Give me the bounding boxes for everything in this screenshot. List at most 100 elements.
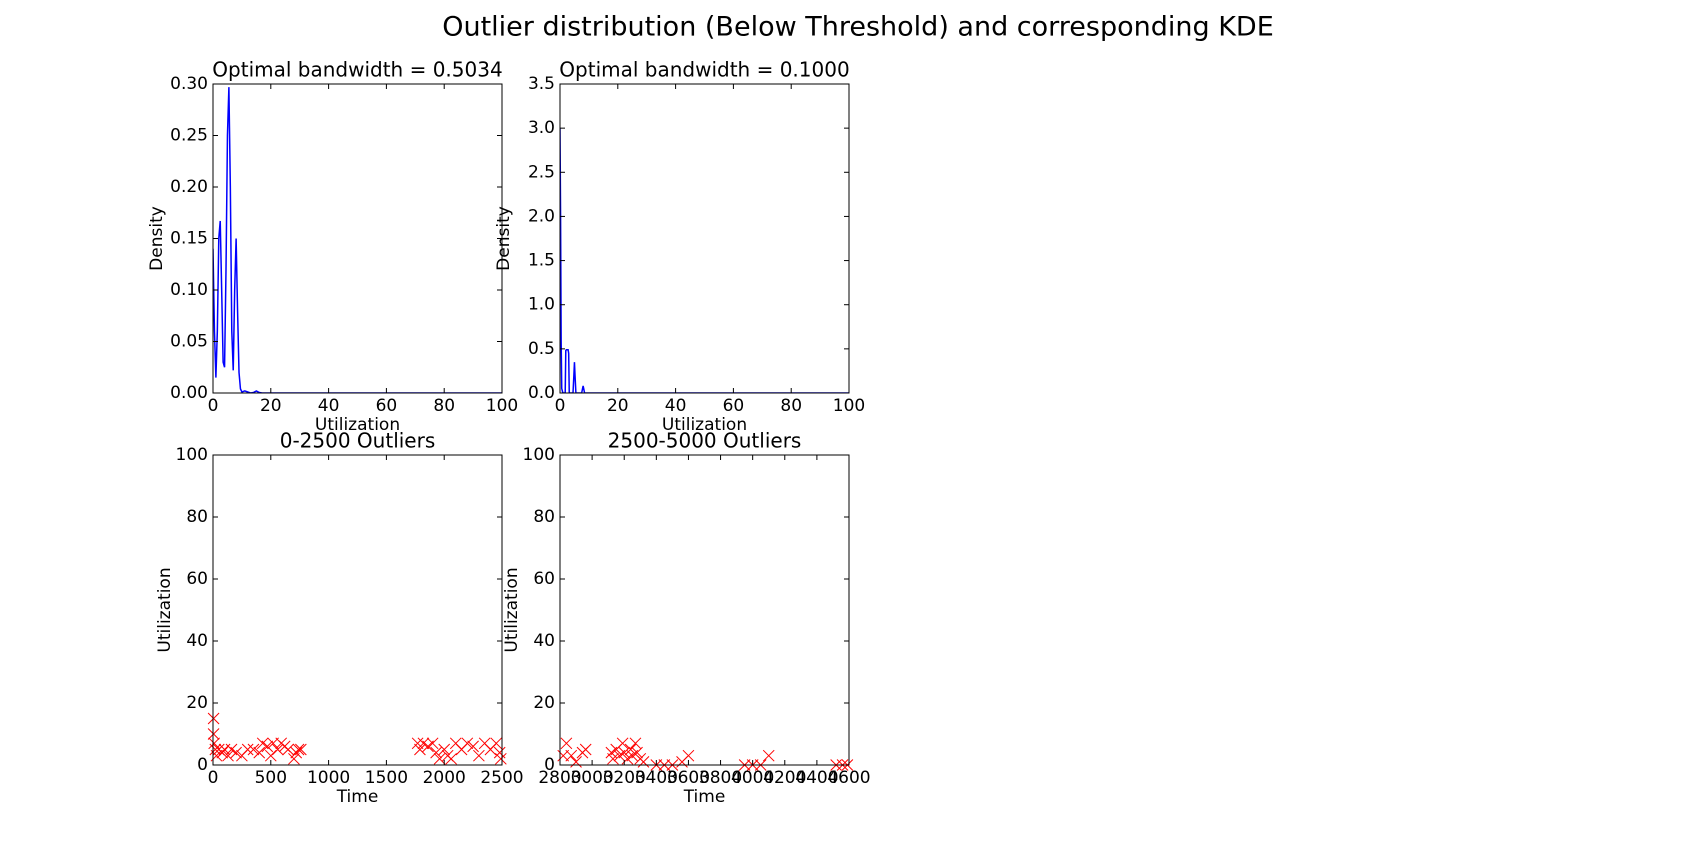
- y-tick-label: 0: [544, 755, 555, 775]
- outlier-marker: [411, 737, 424, 750]
- y-tick-label: 1.0: [528, 295, 555, 315]
- y-tick-label: 0.25: [170, 126, 208, 146]
- x-tick-label: 100: [486, 396, 518, 416]
- y-tick-label: 20: [186, 693, 208, 713]
- outlier-marker: [247, 743, 260, 756]
- x-tick-label: 2000: [423, 768, 466, 788]
- outlier-marker: [461, 737, 474, 750]
- x-tick-label: 1000: [307, 768, 350, 788]
- x-tick-label: 3800: [699, 768, 742, 788]
- x-tick-label: 4200: [763, 768, 806, 788]
- outlier-marker: [253, 746, 266, 759]
- outlier-marker: [637, 756, 650, 768]
- y-tick-label: 60: [186, 569, 208, 589]
- outlier-marker: [433, 752, 446, 765]
- x-axis-label: Utilization: [315, 415, 400, 435]
- figure-title: Outlier distribution (Below Threshold) a…: [442, 12, 1274, 43]
- y-tick-label: 0.0: [528, 383, 555, 403]
- y-axis-label: Utilization: [502, 567, 522, 652]
- subplot-title: Optimal bandwidth = 0.1000: [559, 58, 849, 82]
- outlier-marker: [565, 749, 578, 762]
- y-axis-label: Density: [147, 206, 167, 271]
- outlier-marker: [570, 756, 582, 768]
- x-tick-label: 0: [208, 768, 219, 788]
- x-tick-label: 3200: [603, 768, 646, 788]
- subplot-title: Optimal bandwidth = 0.5034: [212, 58, 502, 82]
- y-tick-label: 0: [197, 755, 208, 775]
- x-tick-label: 80: [780, 396, 802, 416]
- outlier-marker: [467, 740, 479, 753]
- outlier-marker: [207, 712, 220, 725]
- y-tick-label: 100: [176, 445, 208, 465]
- x-tick-label: 40: [318, 396, 340, 416]
- outlier-marker: [222, 749, 234, 762]
- kde-line: [560, 128, 849, 393]
- y-tick-label: 0.5: [528, 339, 555, 359]
- y-axis-label: Utilization: [155, 567, 175, 652]
- y-tick-label: 1.5: [528, 251, 555, 271]
- outlier-marker: [282, 743, 294, 756]
- x-tick-label: 3000: [570, 768, 613, 788]
- y-tick-label: 80: [186, 507, 208, 527]
- outlier-marker: [271, 743, 284, 756]
- y-tick-label: 3.0: [528, 118, 555, 138]
- y-tick-label: 0.30: [170, 74, 208, 94]
- y-tick-label: 0.00: [170, 383, 208, 403]
- x-tick-label: 3400: [635, 768, 678, 788]
- outlier-marker: [438, 743, 451, 756]
- x-tick-label: 60: [723, 396, 745, 416]
- outlier-marker: [618, 746, 631, 759]
- outlier-marker: [261, 740, 274, 753]
- y-tick-label: 40: [186, 631, 208, 651]
- outlier-marker: [216, 746, 229, 759]
- outlier-marker: [230, 746, 242, 759]
- y-tick-label: 0.10: [170, 280, 208, 300]
- y-tick-label: 0.20: [170, 177, 208, 197]
- y-tick-label: 2.5: [528, 162, 555, 182]
- outlier-marker: [414, 743, 426, 756]
- y-axis-label: Density: [494, 206, 514, 271]
- subplot: 0 20 40 60 80 100 0.00 0.05 0.10 0.15 0.20 0.25 0.30…: [147, 58, 518, 436]
- y-tick-label: 20: [533, 693, 555, 713]
- y-tick-label: 40: [533, 631, 555, 651]
- outlier-marker: [631, 746, 643, 759]
- outlier-marker: [473, 749, 485, 762]
- axes-frame: [212, 454, 503, 766]
- x-tick-label: 4400: [795, 768, 838, 788]
- x-tick-label: 4000: [731, 768, 774, 788]
- axes-frame: [559, 83, 850, 394]
- kde-line: [213, 87, 502, 393]
- x-tick-label: 0: [208, 396, 219, 416]
- outlier-marker: [607, 752, 619, 765]
- outlier-marker: [430, 746, 442, 759]
- x-tick-label: 100: [833, 396, 865, 416]
- x-tick-label: 20: [260, 396, 282, 416]
- x-tick-label: 2500: [480, 768, 523, 788]
- x-tick-label: 1500: [365, 768, 408, 788]
- x-tick-label: 40: [665, 396, 687, 416]
- x-axis-label: Time: [336, 787, 379, 807]
- x-axis-label: Time: [683, 787, 726, 807]
- y-tick-label: 2.0: [528, 206, 555, 226]
- y-tick-label: 0.05: [170, 332, 208, 352]
- axes-frame: [212, 83, 503, 394]
- y-tick-label: 80: [533, 507, 555, 527]
- subplot-title: 0-2500 Outliers: [280, 429, 436, 453]
- outlier-marker: [426, 737, 439, 750]
- outlier-marker: [579, 743, 592, 756]
- x-tick-label: 0: [555, 396, 566, 416]
- outlier-marker: [292, 743, 305, 756]
- y-tick-label: 100: [523, 445, 555, 465]
- x-tick-label: 4600: [827, 768, 870, 788]
- outlier-marker: [264, 749, 277, 762]
- outlier-marker: [490, 737, 503, 750]
- outlier-marker: [494, 752, 507, 765]
- outlier-marker: [218, 743, 231, 756]
- y-tick-label: 3.5: [528, 74, 555, 94]
- x-tick-label: 20: [607, 396, 629, 416]
- subplot: 0 20 40 60 80 100 0.0 0.5 1.0 1.5 2.0 2.5 3.0 3.5Opti…: [494, 58, 865, 436]
- subplot: 2800300032003400360038004000420044004600…: [502, 429, 871, 808]
- outlier-marker: [241, 743, 254, 756]
- subplot: 0 500 1000 1500 2000 2500 0 20 40 60 80 100 0-2500 O…: [155, 429, 524, 808]
